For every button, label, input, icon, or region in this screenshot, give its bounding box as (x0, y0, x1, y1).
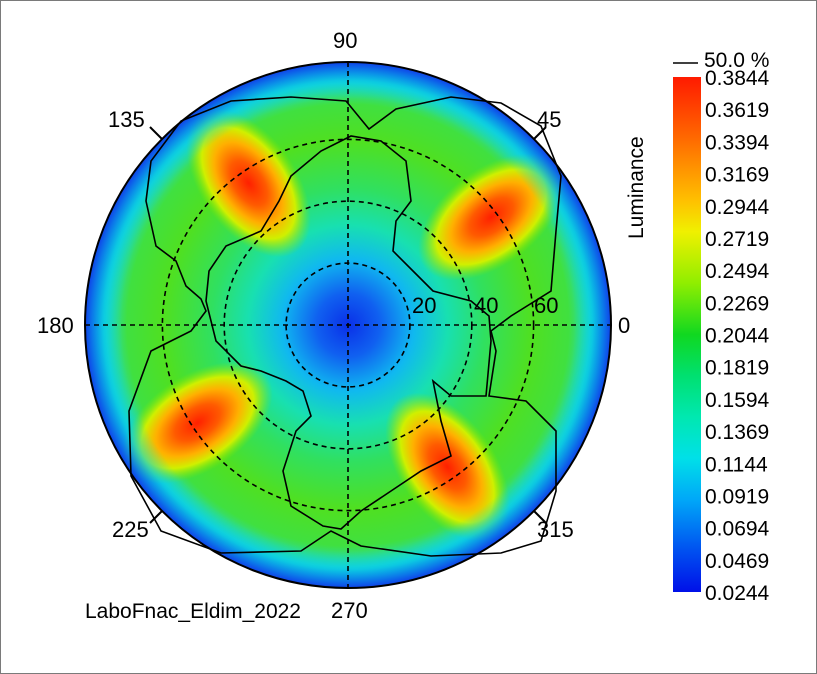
angle-label-90: 90 (333, 28, 357, 53)
colorbar-tick-label: 0.1819 (705, 357, 769, 380)
colorbar-tick-label: 0.2944 (705, 196, 770, 219)
angle-label-135: 135 (108, 107, 145, 132)
angle-label-45: 45 (537, 107, 561, 132)
colorbar-tick-label: 0.0469 (705, 550, 769, 573)
colorbar-gradient (673, 77, 701, 592)
contour-50-percent (128, 96, 562, 557)
polar-grid (85, 62, 611, 588)
colorbar-tick-label: 0.3394 (705, 131, 770, 154)
angle-label-315: 315 (537, 517, 574, 542)
colorbar-tick-label: 0.0919 (705, 485, 769, 508)
radial-tick-40: 40 (474, 293, 498, 318)
colorbar: 50.0 % 0.3844 0.3619 0.3394 0.3169 0.2944 0.2… (625, 49, 770, 605)
colorbar-tick-label: 0.2719 (705, 228, 769, 251)
colorbar-tick-label: 0.3169 (705, 164, 769, 187)
colorbar-tick-label: 0.2044 (705, 325, 770, 348)
footer-label: LaboFnac_Eldim_2022 (85, 600, 301, 623)
radial-tick-20: 20 (412, 293, 436, 318)
colorbar-tick-label: 0.2269 (705, 292, 769, 315)
colorbar-tick-label: 0.1594 (705, 389, 770, 412)
colorbar-title: Luminance (625, 136, 648, 239)
contour-50-percent-inner (205, 135, 492, 530)
colorbar-tick-label: 0.3844 (705, 67, 770, 90)
angle-label-225: 225 (112, 517, 149, 542)
angle-tick-marks (149, 126, 547, 524)
outer-boundary (84, 61, 612, 589)
radial-tick-60: 60 (534, 293, 558, 318)
angle-label-180: 180 (37, 313, 74, 338)
angle-label-0: 0 (618, 313, 630, 338)
contour-legend-label: 50.0 % (704, 49, 769, 72)
colorbar-tick-label: 0.1144 (705, 453, 768, 476)
colorbar-tick-label: 0.2494 (705, 260, 770, 283)
colorbar-tick-label: 0.3619 (705, 99, 769, 122)
angle-label-270: 270 (331, 598, 368, 623)
colorbar-tick-label: 0.0244 (705, 582, 770, 605)
colorbar-tick-label: 0.1369 (705, 421, 769, 444)
colorbar-tick-label: 0.0694 (705, 518, 770, 541)
